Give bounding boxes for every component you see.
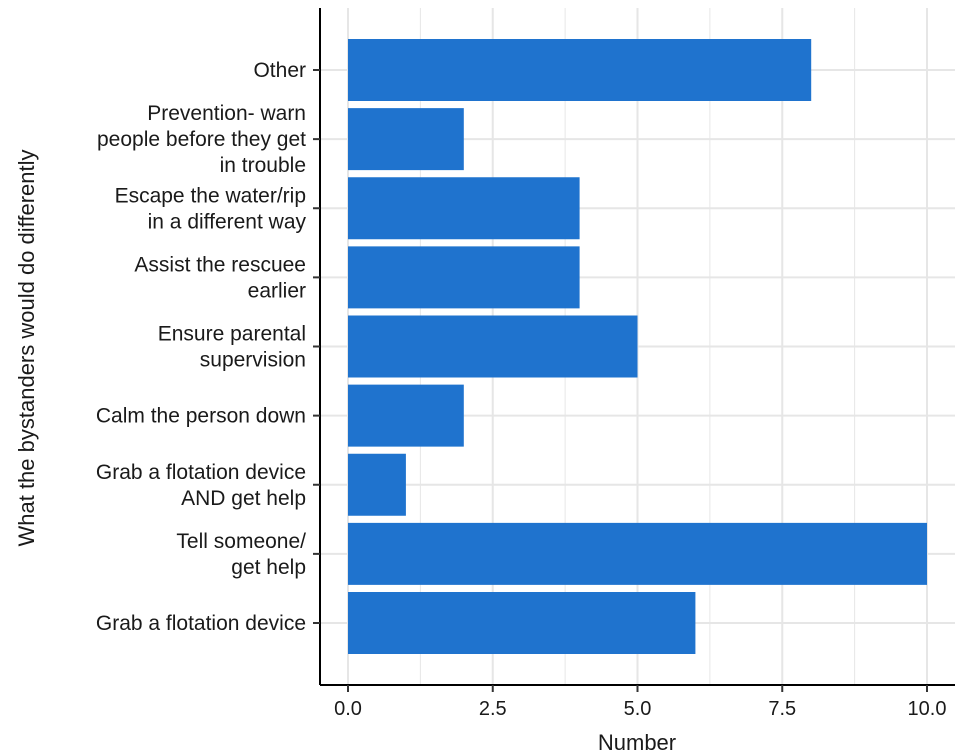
x-axis-title: Number (598, 730, 676, 755)
x-tick-label: 2.5 (479, 698, 507, 720)
category-label-line: Other (253, 59, 306, 82)
category-label-line: Calm the person down (96, 405, 306, 428)
bars (348, 39, 927, 654)
bar (348, 315, 638, 378)
bar (348, 39, 812, 101)
x-tick-label: 7.5 (768, 698, 796, 720)
x-tick-label: 0.0 (334, 698, 362, 720)
category-label-line: Escape the water/rip (115, 184, 306, 207)
category-label-line: AND get help (181, 487, 306, 510)
category-label: Escape the water/rip in a different way (115, 184, 307, 233)
category-label-line: supervision (200, 349, 306, 372)
category-labels: Other Prevention- warn people before they … (96, 59, 320, 635)
bar (348, 384, 464, 447)
category-label: Assist the rescuee earlier (134, 253, 306, 302)
y-axis-title: What the bystanders would do differently (14, 149, 39, 546)
category-label: Ensure parental supervision (158, 323, 306, 372)
category-label: Grab a flotation device AND get help (96, 461, 306, 510)
category-label: Grab a flotation device (96, 612, 306, 635)
x-axis-ticks: 0.0 2.5 5.0 7.5 10.0 (334, 685, 946, 720)
category-label-line: Grab a flotation device (96, 612, 306, 635)
x-tick-label: 5.0 (624, 698, 652, 720)
bar (348, 108, 464, 171)
category-label: Other (253, 59, 306, 82)
bar (348, 246, 580, 309)
bar (348, 453, 406, 516)
category-label-line: Grab a flotation device (96, 461, 306, 484)
category-label-line: in a different way (148, 210, 307, 233)
category-label: Prevention- warn people before they get in… (97, 102, 306, 177)
category-label: Tell someone/get help (176, 530, 306, 579)
category-label-line: Tell someone/ (176, 530, 306, 553)
category-label-line: Ensure parental (158, 323, 306, 346)
category-label-line: Prevention- warn (147, 102, 306, 125)
bar (348, 177, 580, 240)
bar (348, 592, 696, 654)
category-label-line: earlier (248, 279, 306, 302)
category-label: Calm the person down (96, 405, 306, 428)
category-label-line: Assist the rescuee (134, 253, 306, 276)
bar (348, 522, 927, 585)
x-tick-label: 10.0 (908, 698, 947, 720)
category-label-line: in trouble (220, 154, 306, 177)
category-label-line: people before they get (97, 128, 306, 151)
category-label-line: get help (231, 556, 306, 579)
